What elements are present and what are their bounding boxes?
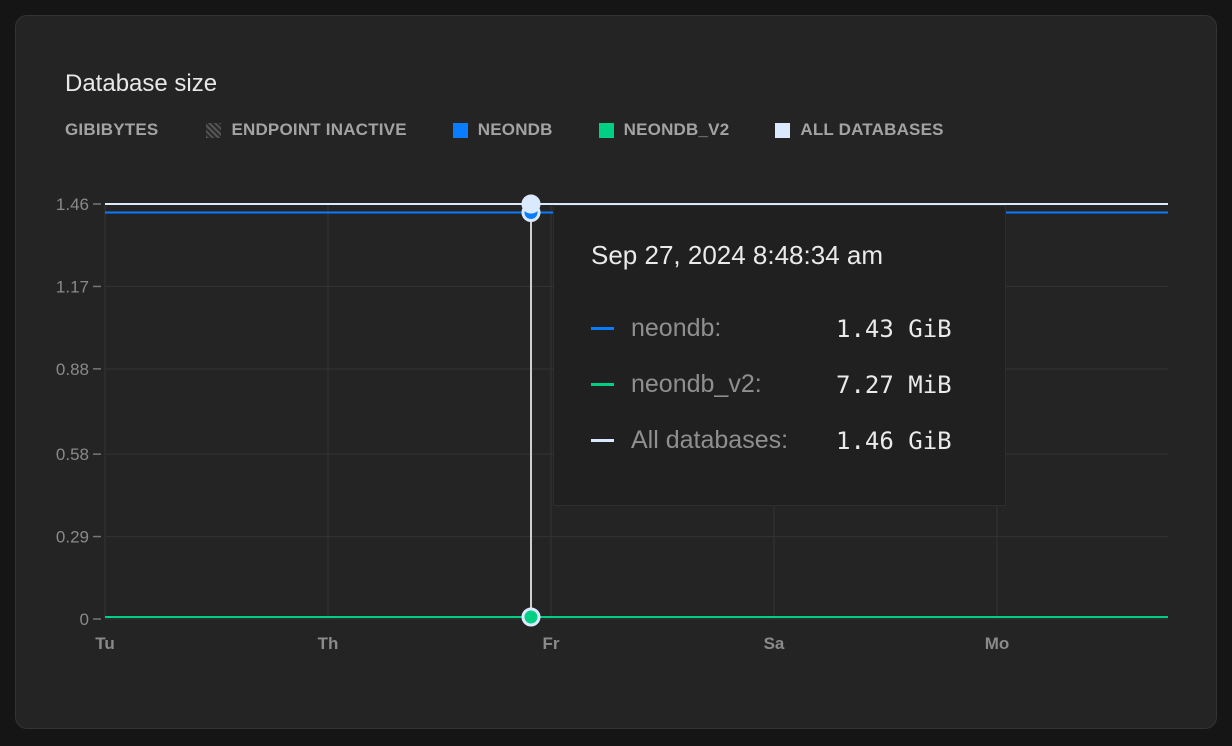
x-tick-label: Mo: [985, 634, 1010, 653]
tooltip-series-name: All databases:: [631, 426, 789, 454]
unit-label: GIBIBYTES: [65, 120, 159, 139]
legend-item-neondb-v2[interactable]: NEONDB_V2: [598, 120, 730, 140]
legend-label: NEONDB_V2: [623, 120, 730, 139]
x-tick-label: Sa: [764, 634, 785, 653]
legend-label: ALL DATABASES: [800, 120, 944, 139]
x-tick-label: Tu: [95, 634, 115, 653]
tooltip-row-neondb-v2: neondb_v2: 7.27 MiB: [591, 370, 952, 399]
x-tick-label: Th: [318, 634, 339, 653]
tooltip-date: Sep 27, 2024 8:48:34 am: [591, 240, 884, 270]
legend-label: ENDPOINT INACTIVE: [231, 120, 407, 139]
series-dash-icon: [591, 327, 614, 330]
y-tick-label: 1.17: [56, 277, 89, 296]
tooltip-series-name: neondb_v2:: [631, 370, 762, 398]
legend-item-neondb[interactable]: NEONDB: [452, 120, 553, 140]
y-tick-label: 1.46: [56, 195, 89, 214]
series-dash-icon: [591, 439, 614, 442]
series-dash-icon: [591, 383, 614, 386]
hover-point-marker: [521, 607, 541, 627]
tooltip-series-value: 1.46 GiB: [836, 426, 952, 455]
tooltip-series-value: 1.43 GiB: [836, 314, 952, 343]
tooltip-series-name: neondb:: [631, 314, 722, 342]
hover-point-marker: [521, 194, 541, 214]
y-tick-label: 0.58: [56, 445, 89, 464]
swatch-icon: [598, 122, 614, 138]
legend-item-endpoint-inactive[interactable]: ENDPOINT INACTIVE: [206, 120, 407, 140]
legend-item-all-databases[interactable]: ALL DATABASES: [775, 120, 943, 140]
tooltip-row-neondb: neondb: 1.43 GiB: [591, 314, 952, 343]
legend-label: NEONDB: [477, 120, 553, 139]
swatch-icon: [775, 122, 791, 138]
tooltip-series-value: 7.27 MiB: [836, 370, 952, 399]
chart-title: Database size: [65, 70, 218, 97]
x-tick-label: Fr: [543, 634, 560, 653]
tooltip-row-all-databases: All databases: 1.46 GiB: [591, 426, 952, 455]
y-tick-label: 0: [80, 610, 89, 629]
hatch-swatch-icon: [206, 122, 222, 138]
y-tick-label: 0.29: [56, 528, 89, 547]
chart-legend: GIBIBYTES ENDPOINT INACTIVE NEONDB NEOND…: [65, 120, 990, 140]
chart-tooltip: Sep 27, 2024 8:48:34 am neondb: 1.43 GiB …: [553, 205, 1006, 506]
swatch-icon: [452, 122, 468, 138]
y-tick-label: 0.88: [56, 360, 89, 379]
